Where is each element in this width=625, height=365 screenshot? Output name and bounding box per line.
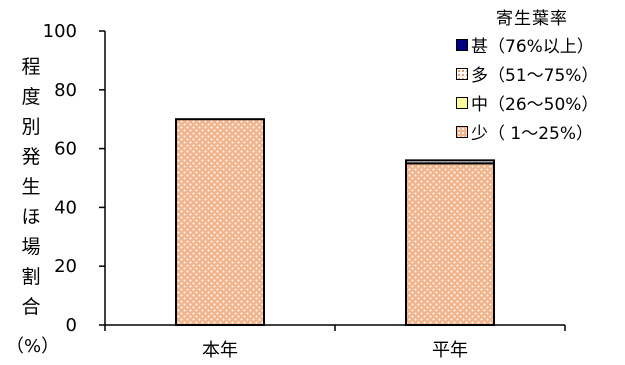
y-axis-label-char: 場 <box>21 236 41 258</box>
x-category-label: 平年 <box>432 340 468 361</box>
y-axis-unit: （%） <box>6 336 60 357</box>
legend-item: 中（26～50%） <box>456 88 598 117</box>
legend-item: 少（ 1～25%） <box>456 117 598 146</box>
y-axis-label-char: 別 <box>21 116 41 138</box>
bars <box>175 118 495 326</box>
legend-label: 甚（76%以上） <box>471 37 594 57</box>
y-axis-label-char: 程 <box>21 56 41 78</box>
legend-title: 寄生葉率 <box>496 9 568 29</box>
x-category-label: 本年 <box>202 340 238 361</box>
legend-item: 甚（76%以上） <box>456 30 598 59</box>
legend-label: 少（ 1～25%） <box>471 124 594 144</box>
legend: 寄生葉率 甚（76%以上） 多（51～75%） 中（26～50%） 少（ 1～25%） <box>456 4 598 146</box>
x-category-labels: 本年 平年 <box>202 340 468 361</box>
y-tick-label: 0 <box>66 315 77 336</box>
legend-swatch <box>456 125 468 138</box>
y-axis-label-char: 割 <box>21 266 41 288</box>
y-axis-label: 程度別発生ほ場割合 <box>20 52 42 322</box>
y-axis-label-char: 合 <box>21 296 41 318</box>
y-tick-label: 100 <box>43 21 77 42</box>
y-tick-labels: 0 20 40 60 80 100 <box>43 21 77 336</box>
bar-segment <box>405 162 495 326</box>
y-tick-label: 40 <box>54 197 77 218</box>
legend-label: 中（26～50%） <box>471 95 599 115</box>
y-axis-label-char: 度 <box>21 86 41 108</box>
legend-swatch <box>456 96 468 109</box>
y-axis-label-char: 発 <box>21 146 41 168</box>
y-tick-label: 60 <box>54 139 77 160</box>
legend-swatch <box>456 67 468 80</box>
legend-swatch <box>456 38 468 51</box>
legend-label: 多（51～75%） <box>471 66 599 86</box>
y-tick-label: 20 <box>54 256 77 277</box>
bar-segment <box>405 159 495 165</box>
bar-segment <box>175 118 265 326</box>
y-tick-label: 80 <box>54 80 77 101</box>
legend-item: 多（51～75%） <box>456 59 598 88</box>
y-axis-label-char: ほ <box>21 206 41 228</box>
y-axis-label-char: 生 <box>21 176 41 198</box>
